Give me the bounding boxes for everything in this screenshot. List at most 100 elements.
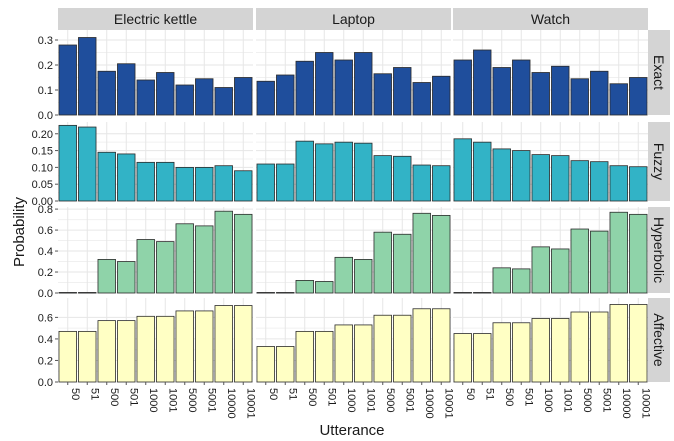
bar-affective-electric-kettle-51 — [78, 330, 97, 383]
bar-exact-watch-10000 — [609, 83, 628, 116]
y-tick-label: 0.0 — [38, 288, 53, 300]
bar-hyperbolic-watch-51 — [473, 292, 492, 294]
y-axis-label: Probability — [11, 196, 28, 267]
bar-exact-electric-kettle-1001 — [156, 72, 175, 116]
bar-hyperbolic-watch-1000 — [531, 246, 550, 294]
x-axis-label: Utterance — [319, 422, 384, 439]
bar-affective-laptop-5000 — [373, 314, 392, 383]
x-tick-label: 500 — [503, 388, 515, 406]
bar-affective-watch-51 — [473, 333, 492, 383]
bar-hyperbolic-watch-500 — [492, 267, 511, 294]
bar-fuzzy-electric-kettle-1001 — [156, 161, 175, 202]
row-label-affective: Affective — [651, 313, 667, 367]
bar-exact-laptop-50 — [256, 80, 275, 116]
bar-affective-electric-kettle-1000 — [136, 315, 155, 383]
y-tick-label: 0.2 — [38, 355, 53, 367]
bar-exact-watch-5001 — [590, 70, 609, 116]
y-tick-label: 0.20 — [32, 129, 53, 141]
y-tick-label: 0.8 — [38, 204, 53, 216]
bar-hyperbolic-electric-kettle-10001 — [234, 213, 253, 294]
bar-hyperbolic-electric-kettle-51 — [78, 292, 97, 294]
bar-affective-electric-kettle-500 — [97, 320, 116, 383]
x-tick-label: 10000 — [225, 388, 237, 419]
bar-fuzzy-laptop-501 — [315, 143, 334, 202]
bar-affective-laptop-501 — [315, 330, 334, 383]
x-tick-label: 50 — [267, 388, 279, 400]
bar-hyperbolic-electric-kettle-50 — [58, 292, 77, 294]
bar-fuzzy-electric-kettle-500 — [97, 151, 116, 202]
x-tick-label: 1000 — [345, 388, 357, 412]
bar-hyperbolic-laptop-1000 — [334, 256, 353, 294]
row-strip-fuzzy — [648, 122, 670, 201]
x-tick-label: 10001 — [244, 388, 256, 419]
bar-fuzzy-watch-10000 — [609, 165, 628, 202]
x-tick-label: 501 — [127, 388, 139, 406]
bar-hyperbolic-electric-kettle-1001 — [156, 241, 175, 294]
bar-fuzzy-laptop-1000 — [334, 141, 353, 202]
bar-hyperbolic-electric-kettle-501 — [117, 261, 136, 294]
x-tick-label: 1001 — [364, 388, 376, 412]
y-tick-label: 0.2 — [38, 267, 53, 279]
x-tick-label: 1001 — [561, 388, 573, 412]
bar-fuzzy-watch-500 — [492, 148, 511, 202]
facet-strip-laptop — [256, 8, 451, 30]
x-tick-label: 501 — [522, 388, 534, 406]
bar-affective-watch-1001 — [551, 318, 570, 383]
bar-fuzzy-watch-501 — [512, 150, 531, 202]
bar-fuzzy-laptop-10001 — [432, 165, 451, 202]
bar-hyperbolic-laptop-500 — [295, 280, 314, 294]
x-tick-label: 51 — [483, 388, 495, 400]
y-tick-label: 0.10 — [32, 162, 53, 174]
bar-affective-watch-50 — [453, 333, 472, 383]
bar-exact-electric-kettle-501 — [117, 63, 136, 116]
facet-strip-electric-kettle — [58, 8, 253, 30]
x-tick-label: 1000 — [147, 388, 159, 412]
y-tick-label: 0.6 — [38, 225, 53, 237]
bar-exact-laptop-10001 — [432, 75, 451, 116]
x-tick-label: 5001 — [403, 388, 415, 412]
facet-label-electric-kettle: Electric kettle — [114, 11, 197, 27]
row-label-exact: Exact — [651, 55, 667, 90]
bar-exact-laptop-1001 — [354, 52, 373, 116]
bar-hyperbolic-electric-kettle-5001 — [195, 225, 214, 294]
x-tick-label: 501 — [325, 388, 337, 406]
bar-affective-watch-5001 — [590, 311, 609, 383]
bar-exact-electric-kettle-51 — [78, 37, 97, 116]
y-tick-label: 0.15 — [32, 146, 53, 158]
bar-hyperbolic-laptop-10000 — [412, 212, 431, 294]
bar-affective-watch-501 — [512, 322, 531, 383]
bar-fuzzy-electric-kettle-501 — [117, 153, 136, 202]
bar-fuzzy-electric-kettle-10000 — [214, 165, 233, 202]
bar-fuzzy-watch-50 — [453, 138, 472, 202]
bar-fuzzy-laptop-51 — [276, 163, 295, 202]
bar-fuzzy-laptop-5000 — [373, 155, 392, 202]
bar-hyperbolic-watch-10001 — [629, 213, 648, 294]
bar-fuzzy-watch-51 — [473, 141, 492, 202]
bar-fuzzy-laptop-500 — [295, 140, 314, 202]
bar-exact-electric-kettle-5000 — [175, 84, 194, 116]
bar-fuzzy-electric-kettle-5001 — [195, 166, 214, 202]
bar-exact-electric-kettle-1000 — [136, 79, 155, 116]
bar-affective-electric-kettle-50 — [58, 330, 77, 383]
y-tick-label: 0.0 — [38, 377, 53, 389]
bar-affective-laptop-10000 — [412, 308, 431, 383]
bar-affective-electric-kettle-10001 — [234, 305, 253, 383]
x-tick-label: 5000 — [581, 388, 593, 412]
bar-exact-laptop-5000 — [373, 73, 392, 116]
bar-hyperbolic-laptop-51 — [276, 292, 295, 294]
bar-exact-watch-500 — [492, 67, 511, 116]
bar-affective-laptop-5001 — [393, 314, 412, 383]
bar-affective-electric-kettle-501 — [117, 320, 136, 383]
bar-hyperbolic-laptop-10001 — [432, 214, 451, 294]
bar-hyperbolic-watch-10000 — [609, 211, 628, 294]
bar-exact-watch-51 — [473, 49, 492, 116]
bar-fuzzy-watch-5001 — [590, 161, 609, 202]
bar-hyperbolic-electric-kettle-5000 — [175, 223, 194, 294]
bar-fuzzy-watch-1000 — [531, 154, 550, 202]
bar-exact-electric-kettle-10000 — [214, 87, 233, 116]
bar-hyperbolic-laptop-50 — [256, 292, 275, 294]
y-tick-label: 0.4 — [38, 246, 53, 258]
y-tick-label: 0.6 — [38, 312, 53, 324]
x-tick-label: 10000 — [423, 388, 435, 419]
